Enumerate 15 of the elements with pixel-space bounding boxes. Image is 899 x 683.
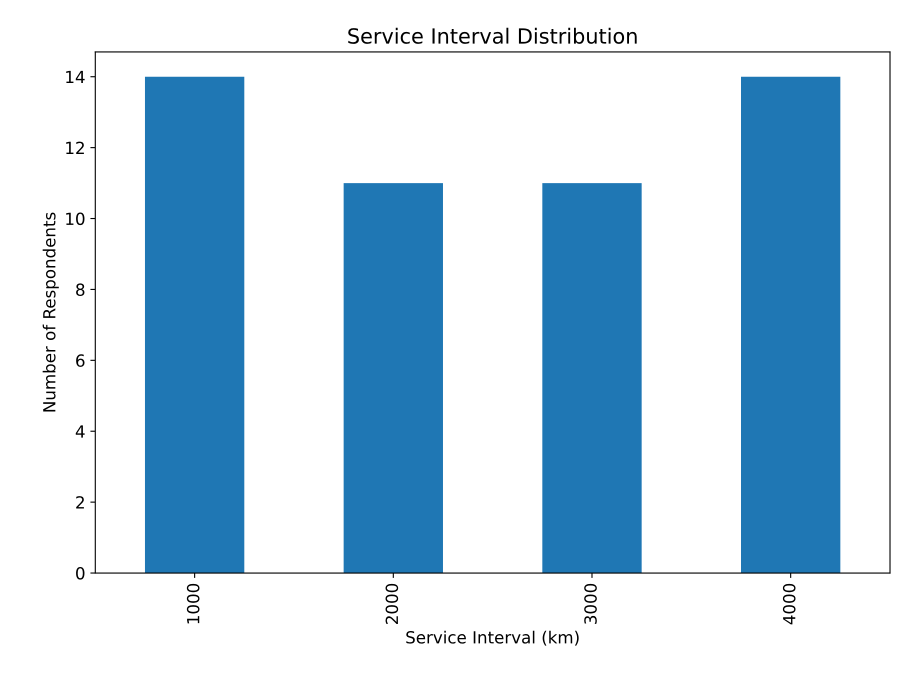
x-tick-label: 1000	[186, 584, 200, 624]
x-tick-label: 3000	[584, 584, 597, 624]
y-tick-label: 4	[76, 425, 85, 438]
y-tick-label: 8	[76, 283, 84, 296]
x-tick-label: 2000	[386, 584, 398, 624]
y-tick-label: 6	[76, 354, 85, 367]
y-axis-title: Number of Respondents	[42, 212, 59, 412]
y-tick-label: 10	[66, 212, 84, 226]
y-tick-label: 12	[66, 142, 84, 154]
x-axis-title: Service Interval (km)	[406, 630, 579, 646]
x-tick-label: 4000	[782, 584, 796, 624]
y-tick-label: 14	[66, 70, 85, 84]
chart-title: Service Interval Distribution	[348, 28, 637, 44]
y-tick-label: 0	[76, 567, 84, 580]
y-tick-label: 2	[76, 496, 84, 508]
